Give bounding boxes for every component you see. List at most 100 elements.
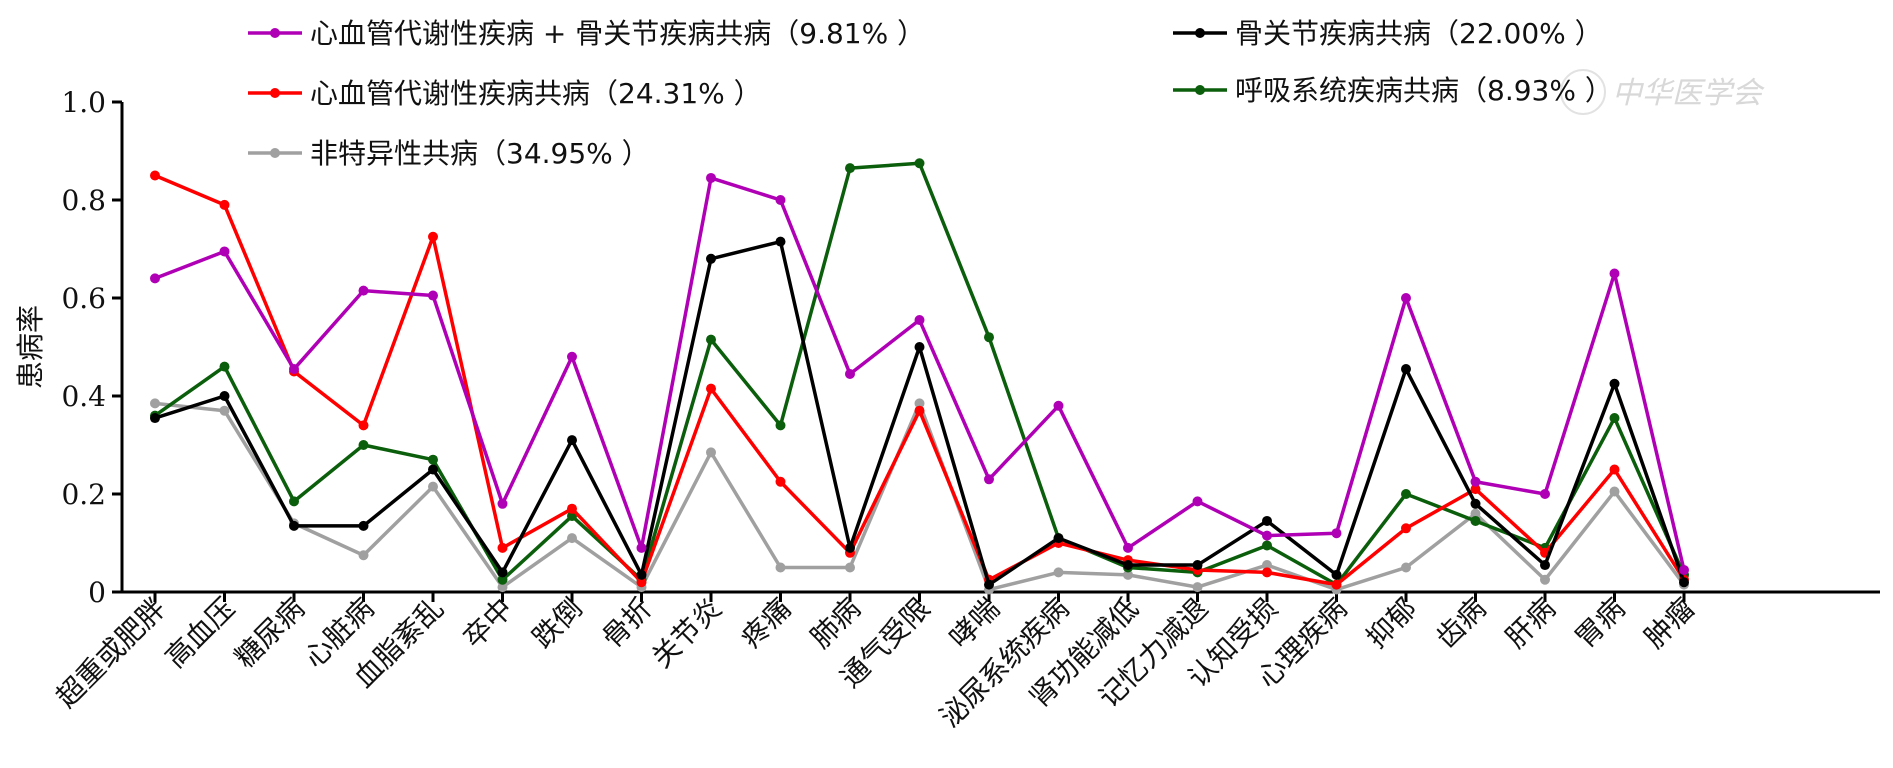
series-4 xyxy=(150,398,1689,595)
data-point xyxy=(289,520,299,531)
y-tick-label: 0 xyxy=(88,576,106,609)
series-group xyxy=(150,158,1689,595)
data-point xyxy=(775,195,786,205)
data-point xyxy=(1331,569,1342,580)
data-point xyxy=(636,569,647,580)
data-point xyxy=(428,481,438,492)
data-point xyxy=(636,577,647,588)
legend-label: 呼吸系统疾病共病（8.93% ） xyxy=(1235,74,1613,107)
data-point xyxy=(358,420,369,431)
x-tick-label: 骨折 xyxy=(596,592,659,655)
x-tick-label: 肝病 xyxy=(1499,592,1562,655)
data-point xyxy=(775,562,786,573)
x-tick-label: 齿病 xyxy=(1430,592,1493,655)
data-point xyxy=(706,447,716,458)
data-point xyxy=(775,476,786,487)
data-point xyxy=(1401,562,1411,573)
data-point xyxy=(1053,567,1064,578)
data-point xyxy=(1053,400,1064,411)
data-point xyxy=(914,158,925,169)
data-point xyxy=(1123,569,1133,580)
legend-item-1: 骨关节疾病共病（22.00% ） xyxy=(1173,17,1603,50)
data-point xyxy=(1609,486,1620,497)
data-point xyxy=(1262,530,1272,541)
x-tick-label: 卒中 xyxy=(457,592,520,655)
y-axis-title: 患病率 xyxy=(14,305,47,389)
data-point xyxy=(289,496,299,507)
data-point xyxy=(1123,542,1133,553)
data-point xyxy=(150,413,160,424)
data-point xyxy=(914,342,925,352)
legend-swatch-marker xyxy=(270,28,280,38)
x-tick-label: 胃病 xyxy=(1569,592,1632,655)
legend-label: 心血管代谢性疾病共病（24.31% ） xyxy=(310,77,762,110)
data-point xyxy=(1331,528,1342,539)
y-tick-label: 0.2 xyxy=(61,478,106,511)
x-tick-label: 跌倒 xyxy=(526,592,589,655)
axes: 0 0.2 0.4 0.6 0.8 1.0 超重或肥胖高血压糖尿病心脏病血脂紊乱 卒中 跌倒骨… xyxy=(14,86,1880,734)
y-tick-label: 0.4 xyxy=(61,380,106,413)
data-point xyxy=(497,498,508,509)
data-point xyxy=(428,454,438,465)
legend-item-4: 非特异性共病（34.95% ） xyxy=(248,137,650,170)
x-tick-label: 抑郁 xyxy=(1360,592,1423,655)
data-point xyxy=(1401,523,1411,534)
data-point xyxy=(914,315,925,326)
legend-label: 骨关节疾病共病（22.00% ） xyxy=(1235,17,1603,50)
data-point xyxy=(219,361,230,372)
watermark-text: 中华医学会 xyxy=(1612,76,1765,111)
y-tick-label: 0.8 xyxy=(61,184,106,217)
data-point xyxy=(1192,496,1203,507)
data-point xyxy=(706,383,716,394)
data-point xyxy=(1609,464,1620,475)
legend-item-0: 心血管代谢性疾病 + 骨关节疾病共病（9.81% ） xyxy=(248,17,925,50)
data-point xyxy=(150,398,160,409)
data-point xyxy=(497,567,508,578)
data-point xyxy=(358,520,369,531)
data-point xyxy=(358,550,369,561)
x-tick-label: 肿瘤 xyxy=(1638,592,1701,655)
data-point xyxy=(845,368,855,379)
data-point xyxy=(219,199,230,210)
data-point xyxy=(1609,268,1620,279)
data-point xyxy=(219,391,230,401)
data-point xyxy=(567,503,577,514)
data-point xyxy=(1540,574,1550,585)
data-point xyxy=(914,398,925,409)
data-point xyxy=(567,435,577,446)
data-point xyxy=(984,332,994,343)
data-point xyxy=(358,285,369,296)
watermark: 中华医学会 xyxy=(1560,69,1765,115)
data-point xyxy=(636,542,647,553)
data-point xyxy=(1470,484,1481,495)
data-point xyxy=(1401,489,1411,499)
legend: 心血管代谢性疾病 + 骨关节疾病共病（9.81% ） 骨关节疾病共病（22.00%… xyxy=(248,17,1613,170)
x-tick-label: 糖尿病 xyxy=(228,592,311,675)
legend-item-2: 心血管代谢性疾病共病（24.31% ） xyxy=(248,77,762,110)
legend-swatch-marker xyxy=(1195,28,1205,38)
legend-label: 非特异性共病（34.95% ） xyxy=(310,137,650,170)
data-point xyxy=(914,405,925,416)
legend-item-3: 呼吸系统疾病共病（8.93% ） xyxy=(1173,74,1613,107)
data-point xyxy=(1262,560,1272,571)
x-tick-label: 哮喘 xyxy=(943,592,1006,655)
data-point xyxy=(845,542,855,553)
data-point xyxy=(1470,508,1481,519)
data-point xyxy=(1679,577,1689,588)
data-point xyxy=(1470,498,1481,509)
data-point xyxy=(775,236,786,247)
x-tick-label: 高血压 xyxy=(159,592,242,675)
legend-label: 心血管代谢性疾病 + 骨关节疾病共病（9.81% ） xyxy=(310,17,925,50)
data-point xyxy=(1331,579,1342,590)
data-point xyxy=(428,231,438,242)
legend-swatch-marker xyxy=(270,148,280,158)
data-point xyxy=(1123,560,1133,571)
data-point xyxy=(428,290,438,301)
data-point xyxy=(1262,567,1272,578)
data-point xyxy=(219,405,230,416)
data-point xyxy=(1609,378,1620,389)
data-point xyxy=(1540,489,1550,499)
legend-swatch-marker xyxy=(270,88,280,98)
